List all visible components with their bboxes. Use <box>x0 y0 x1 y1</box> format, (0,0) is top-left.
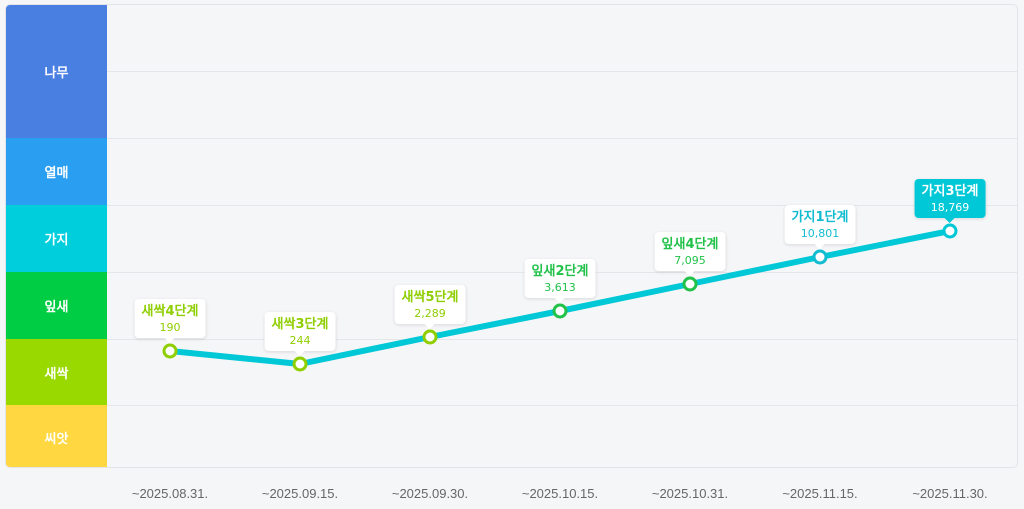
point-tooltip: 가지3단계 18,769 <box>914 179 986 223</box>
gridline <box>107 339 1017 340</box>
stage-band-label: 나무 <box>44 66 69 81</box>
point-tooltip: 새싹5단계 2,289 <box>394 285 466 329</box>
stage-band-label: 가지 <box>44 233 69 248</box>
stage-band: 잎새 <box>6 272 107 339</box>
stage-band-label: 씨앗 <box>44 431 69 447</box>
stage-band: 가지 <box>6 205 107 272</box>
x-axis-label: ~2025.10.31. <box>651 486 729 501</box>
x-axis-label: ~2025.11.15. <box>782 486 858 501</box>
tooltip-stage-label: 가지3단계 <box>921 184 979 199</box>
x-axis-label: ~2025.08.31. <box>131 486 209 501</box>
data-point[interactable] <box>682 276 698 292</box>
data-point[interactable] <box>942 223 958 239</box>
data-point[interactable] <box>422 329 438 345</box>
gridline <box>107 71 1017 72</box>
tooltip-value: 3,613 <box>544 281 576 294</box>
gridline <box>107 405 1017 406</box>
tooltip-stage-label: 잎새2단계 <box>531 264 589 279</box>
stage-band: 씨앗 <box>6 405 107 467</box>
x-axis-label: ~2025.09.30. <box>391 486 469 501</box>
data-point[interactable] <box>812 249 828 265</box>
stage-band-label: 열매 <box>44 166 69 181</box>
x-axis-label: ~2025.11.30. <box>912 486 988 501</box>
stage-band: 열매 <box>6 138 107 205</box>
tooltip-stage-label: 새싹5단계 <box>401 290 459 305</box>
point-tooltip: 잎새4단계 7,095 <box>654 232 726 276</box>
stage-band: 새싹 <box>6 339 107 405</box>
tooltip-value: 7,095 <box>674 254 706 267</box>
tooltip-stage-label: 가지1단계 <box>791 210 849 225</box>
tooltip-stage-label: 새싹4단계 <box>141 304 199 319</box>
point-tooltip: 새싹4단계 190 <box>134 299 206 343</box>
x-axis-label: ~2025.09.15. <box>261 486 339 501</box>
tooltip-value: 10,801 <box>800 227 840 240</box>
stage-band-label: 잎새 <box>44 300 69 315</box>
point-tooltip: 가지1단계 10,801 <box>784 205 856 249</box>
stage-band-label: 새싹 <box>44 366 69 382</box>
tooltip-value: 2,289 <box>414 307 446 320</box>
data-point[interactable] <box>162 343 178 359</box>
tooltip-stage-label: 새싹3단계 <box>271 317 329 332</box>
tooltip-value: 18,769 <box>930 201 970 214</box>
gridline <box>107 205 1017 206</box>
data-point[interactable] <box>292 356 308 372</box>
tooltip-stage-label: 잎새4단계 <box>661 237 719 252</box>
gridline <box>107 138 1017 139</box>
data-point[interactable] <box>552 303 568 319</box>
tooltip-value: 190 <box>159 321 181 334</box>
tooltip-value: 244 <box>289 334 311 347</box>
point-tooltip: 잎새2단계 3,613 <box>524 259 596 303</box>
point-tooltip: 새싹3단계 244 <box>264 312 336 356</box>
stage-band: 나무 <box>6 5 107 138</box>
x-axis-label: ~2025.10.15. <box>521 486 599 501</box>
